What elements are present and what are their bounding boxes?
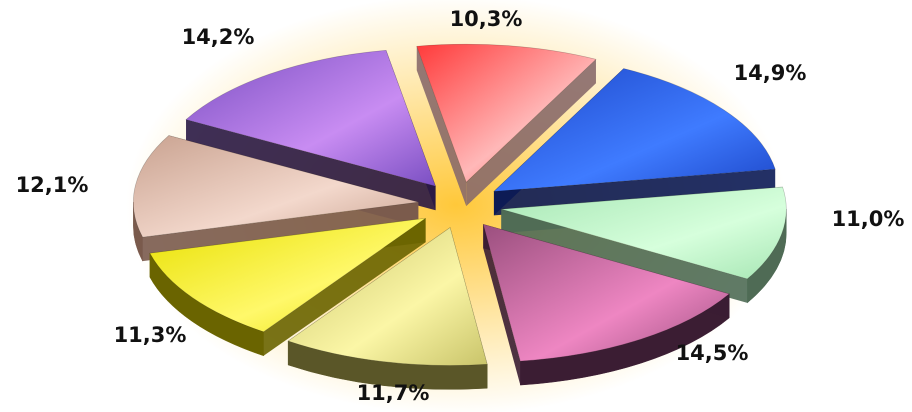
pie-slice-edge <box>186 119 436 211</box>
pie-slice-top <box>133 135 419 238</box>
pie-slice-edge <box>263 218 426 356</box>
slice-data-label: 12,1% <box>16 173 89 197</box>
pie-slice <box>501 186 787 304</box>
pie-slice-edge <box>466 59 596 207</box>
pie-slice-edge <box>501 209 748 303</box>
slice-data-label: 11,0% <box>832 207 905 231</box>
pie-slice-top <box>416 43 597 183</box>
slice-data-label: 14,9% <box>734 61 807 85</box>
pie-slice-edge <box>483 224 521 386</box>
pie-slice-top <box>287 226 488 366</box>
slice-data-label: 14,2% <box>182 25 255 49</box>
slice-data-label: 11,3% <box>114 323 187 347</box>
slice-data-label: 11,7% <box>357 381 430 405</box>
pie-slice <box>185 49 437 211</box>
pie-slice <box>149 217 426 357</box>
pie-slice-top <box>149 217 426 333</box>
pie-slice <box>287 226 488 390</box>
pie-slice-top <box>482 223 730 362</box>
pie-slice-edge <box>416 46 467 207</box>
pie-slice <box>482 223 730 386</box>
pie-slice-top <box>493 68 776 192</box>
pie-slice <box>493 68 776 216</box>
slice-data-label: 14,5% <box>676 341 749 365</box>
pie-slice <box>416 43 597 207</box>
pie-slice-edge <box>493 169 776 216</box>
slice-data-label: 10,3% <box>450 7 523 31</box>
pie-slice-side <box>287 340 488 390</box>
pie-slice-top <box>185 49 437 187</box>
pie-slice-top <box>501 186 787 280</box>
